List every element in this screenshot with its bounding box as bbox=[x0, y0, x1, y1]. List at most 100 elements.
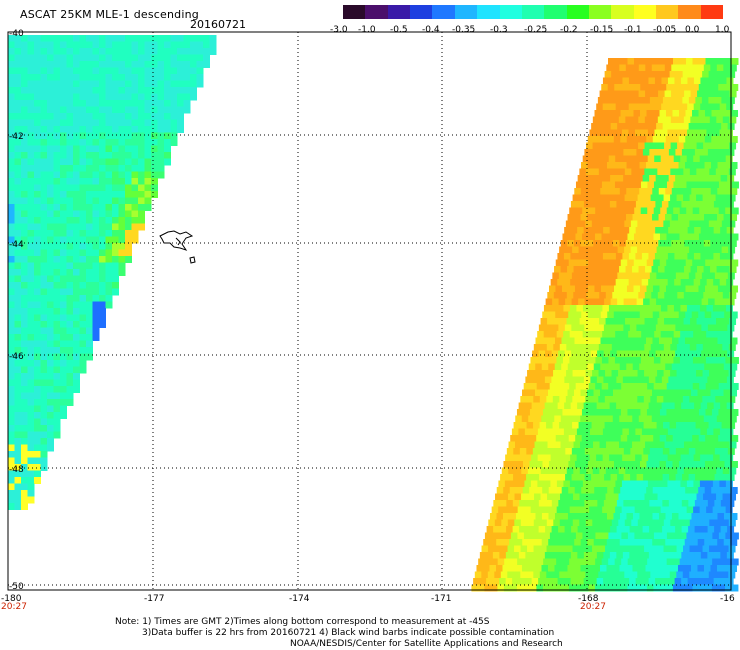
swath-cell bbox=[86, 119, 93, 127]
swath-cell bbox=[125, 74, 132, 81]
swath-cell bbox=[584, 175, 592, 182]
swath-cell bbox=[47, 236, 54, 244]
swath-cell bbox=[164, 35, 171, 42]
swath-cell bbox=[8, 483, 15, 491]
swath-cell bbox=[560, 493, 568, 501]
swath-cell bbox=[573, 292, 581, 299]
swath-cell bbox=[14, 191, 22, 198]
swath-cell bbox=[703, 116, 711, 124]
swath-cell bbox=[664, 116, 672, 124]
swath-cell bbox=[571, 474, 579, 481]
swath-cell bbox=[203, 41, 210, 49]
swath-cell bbox=[642, 149, 650, 156]
swath-cell bbox=[611, 571, 619, 579]
color-scale-segment bbox=[365, 5, 388, 19]
swath-cell bbox=[655, 552, 663, 559]
swath-cell bbox=[79, 223, 87, 231]
swath-cell bbox=[203, 54, 210, 62]
swath-cell bbox=[656, 272, 664, 280]
swath-cell bbox=[686, 357, 694, 364]
swath-cell bbox=[557, 428, 565, 436]
swath-cell bbox=[579, 519, 587, 527]
swath-cell bbox=[558, 324, 566, 332]
swath-cell bbox=[79, 165, 87, 172]
swath-cell bbox=[598, 220, 606, 228]
swath-cell bbox=[558, 474, 566, 481]
swath-cell bbox=[696, 116, 704, 124]
swath-cell bbox=[602, 428, 610, 436]
swath-cell bbox=[680, 155, 688, 163]
swath-cell bbox=[580, 415, 588, 423]
swath-cell bbox=[572, 545, 580, 553]
swath-cell bbox=[105, 119, 113, 127]
swath-cell bbox=[582, 558, 590, 566]
swath-cell bbox=[586, 240, 594, 247]
swath-cell bbox=[694, 578, 702, 585]
swath-cell bbox=[731, 259, 739, 267]
swath-cell bbox=[131, 139, 139, 146]
swath-cell bbox=[637, 545, 645, 553]
swath-cell bbox=[526, 448, 534, 455]
swath-cell bbox=[611, 396, 619, 403]
swath-cell bbox=[79, 249, 87, 257]
swath-cell bbox=[684, 266, 692, 273]
swath-cell bbox=[47, 431, 54, 439]
swath-cell bbox=[14, 379, 22, 387]
swath-cell bbox=[634, 532, 642, 540]
swath-cell bbox=[678, 513, 686, 520]
swath-cell bbox=[696, 545, 704, 553]
swath-cell bbox=[562, 532, 570, 540]
swath-cell bbox=[664, 292, 672, 299]
swath-cell bbox=[610, 500, 618, 507]
swath-cell bbox=[564, 526, 572, 533]
swath-cell bbox=[112, 262, 119, 270]
swath-cell bbox=[190, 35, 197, 42]
swath-cell bbox=[662, 175, 670, 182]
swath-cell bbox=[79, 139, 87, 146]
swath-cell bbox=[712, 331, 720, 338]
swath-cell bbox=[731, 383, 739, 390]
swath-cell bbox=[92, 223, 100, 231]
swath-cell bbox=[595, 480, 603, 488]
swath-cell bbox=[151, 87, 158, 94]
swath-cell bbox=[196, 54, 204, 62]
swath-cell bbox=[546, 545, 554, 553]
swath-cell bbox=[673, 207, 681, 215]
swath-cell bbox=[151, 126, 158, 133]
swath-cell bbox=[639, 389, 647, 397]
swath-cell bbox=[660, 331, 668, 338]
swath-cell bbox=[672, 285, 680, 293]
swath-cell bbox=[648, 428, 656, 436]
swath-cell bbox=[711, 136, 719, 143]
swath-cell bbox=[620, 259, 628, 267]
swath-cell bbox=[527, 370, 535, 377]
swath-cell bbox=[658, 389, 666, 397]
swath-cell bbox=[606, 441, 614, 449]
swath-cell bbox=[170, 126, 178, 133]
swath-cell bbox=[681, 578, 689, 585]
swath-cell bbox=[73, 282, 80, 289]
swath-cell bbox=[92, 80, 100, 88]
swath-cell bbox=[591, 396, 599, 403]
swath-cell bbox=[671, 240, 679, 247]
swath-cell bbox=[183, 80, 191, 88]
swath-cell bbox=[698, 311, 706, 319]
swath-cell bbox=[79, 360, 87, 367]
swath-cell bbox=[157, 126, 165, 133]
swath-cell bbox=[619, 64, 627, 72]
swath-cell bbox=[656, 298, 664, 306]
swath-cell bbox=[625, 142, 633, 150]
swath-cell bbox=[652, 188, 660, 195]
swath-cell bbox=[34, 301, 41, 309]
swath-cell bbox=[595, 357, 603, 364]
swath-cell bbox=[14, 178, 22, 185]
swath-cell bbox=[701, 350, 709, 358]
swath-cell bbox=[644, 292, 652, 299]
swath-cell bbox=[609, 552, 617, 559]
swath-cell bbox=[708, 474, 716, 481]
swath-cell bbox=[638, 318, 646, 325]
swath-cell bbox=[125, 210, 132, 218]
swath-cell bbox=[118, 54, 126, 62]
swath-cell bbox=[177, 35, 184, 42]
swath-cell bbox=[697, 266, 705, 273]
